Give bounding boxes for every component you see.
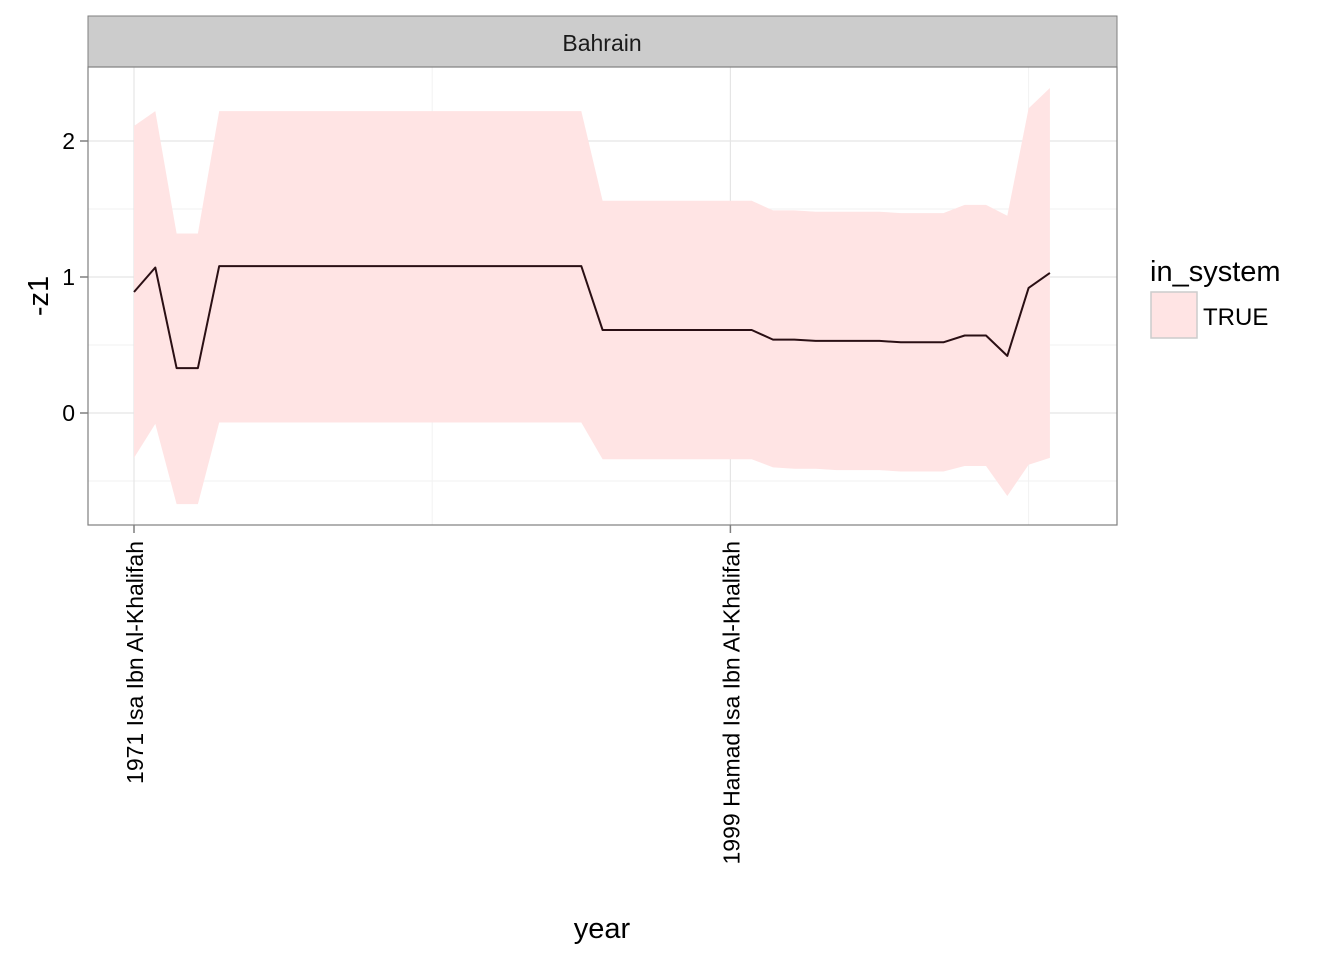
plot-panel-border [87,66,1118,526]
legend: in_system TRUE [1150,256,1281,339]
legend-title: in_system [1150,256,1281,288]
x-axis: 1971 Isa Ibn Al-Khalifah 1999 Hamad Isa I… [122,525,744,864]
legend-entry-label: TRUE [1203,304,1268,331]
x-axis-title: year [574,913,631,945]
facet-label: Bahrain [562,30,641,56]
y-tick-label: 2 [62,128,75,154]
y-axis: 0 1 2 [62,128,88,426]
line-layer [133,265,1051,370]
y-axis-title: -z1 [23,276,55,316]
facet-strip [87,15,1118,68]
legend-key [1150,291,1198,339]
y-tick-label: 0 [62,400,75,426]
x-tick-label: 1971 Isa Ibn Al-Khalifah [122,541,148,784]
x-tick-label: 1999 Hamad Isa Ibn Al-Khalifah [718,541,744,864]
y-tick-label: 1 [62,264,75,290]
series-line [133,265,1051,370]
